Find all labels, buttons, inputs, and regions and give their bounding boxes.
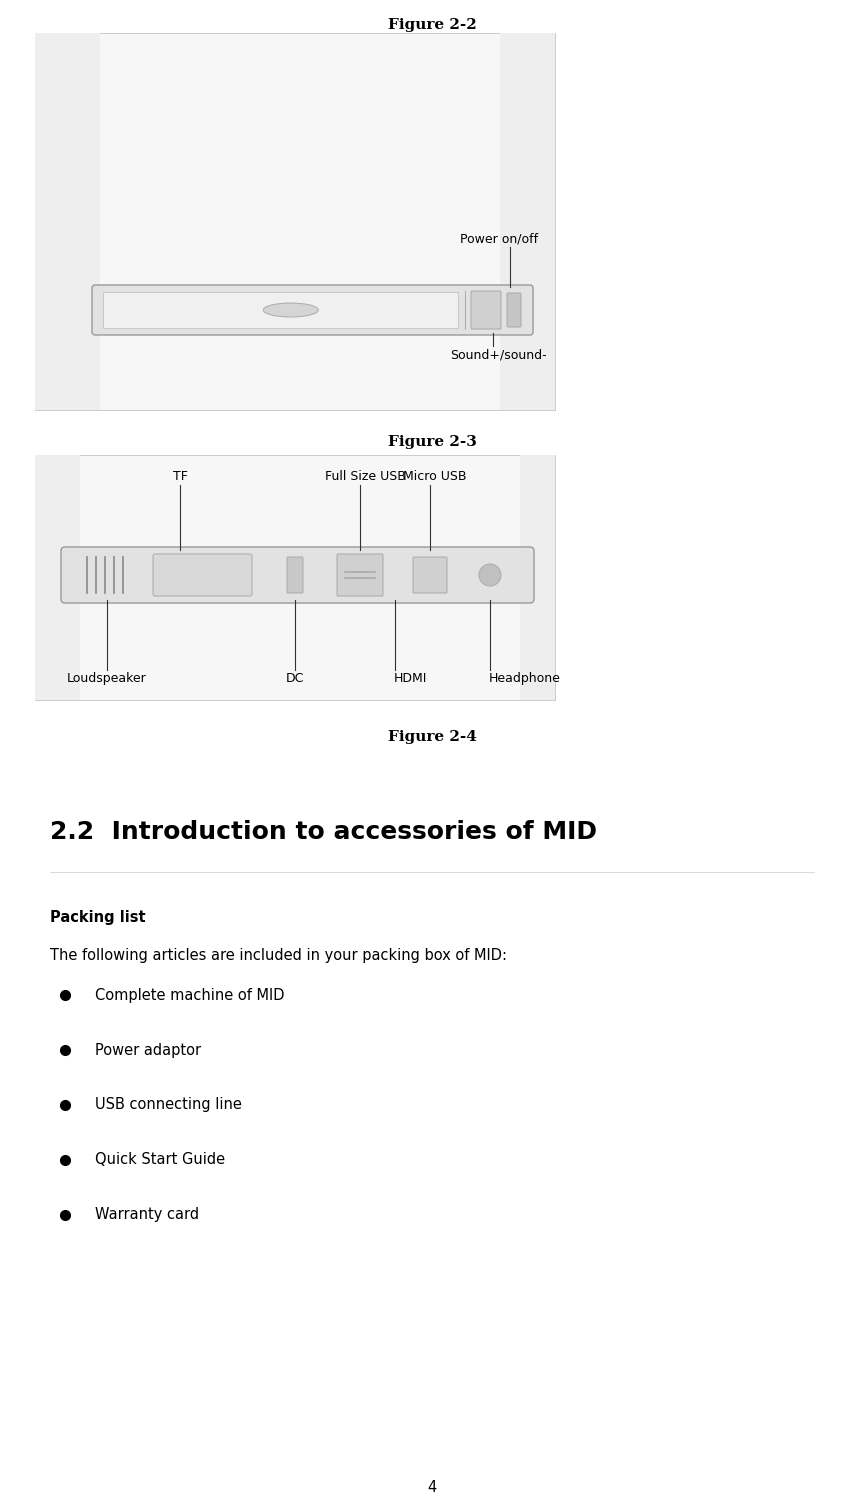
Circle shape — [479, 565, 501, 586]
FancyBboxPatch shape — [337, 554, 383, 596]
Text: Headphone: Headphone — [489, 672, 561, 685]
Ellipse shape — [264, 303, 318, 316]
Bar — [103, 292, 458, 328]
Text: TF: TF — [173, 470, 187, 483]
FancyBboxPatch shape — [287, 557, 303, 593]
FancyBboxPatch shape — [153, 554, 252, 596]
Text: Full Size USB: Full Size USB — [325, 470, 405, 483]
Text: Sound+/sound-: Sound+/sound- — [450, 348, 547, 361]
Text: The following articles are included in your packing box of MID:: The following articles are included in y… — [50, 947, 507, 962]
Bar — [500, 33, 555, 410]
FancyBboxPatch shape — [471, 291, 501, 328]
Text: 4: 4 — [428, 1480, 436, 1495]
FancyBboxPatch shape — [92, 285, 533, 334]
Text: Quick Start Guide: Quick Start Guide — [95, 1152, 226, 1167]
FancyBboxPatch shape — [61, 547, 534, 602]
Text: Loudspeaker: Loudspeaker — [67, 672, 147, 685]
Text: Figure 2-2: Figure 2-2 — [388, 18, 476, 32]
Bar — [35, 33, 100, 410]
Text: Packing list: Packing list — [50, 910, 146, 925]
Bar — [35, 455, 80, 700]
Bar — [35, 455, 555, 700]
Text: Power adaptor: Power adaptor — [95, 1042, 201, 1057]
Text: Figure 2-3: Figure 2-3 — [388, 435, 476, 449]
Text: Power on/off: Power on/off — [460, 232, 538, 245]
Text: Micro USB: Micro USB — [403, 470, 467, 483]
Text: HDMI: HDMI — [393, 672, 427, 685]
Text: Complete machine of MID: Complete machine of MID — [95, 988, 284, 1003]
Bar — [520, 455, 555, 700]
FancyBboxPatch shape — [507, 294, 521, 327]
Text: USB connecting line: USB connecting line — [95, 1098, 242, 1113]
Text: Figure 2-4: Figure 2-4 — [388, 730, 476, 744]
Text: DC: DC — [286, 672, 304, 685]
Text: Warranty card: Warranty card — [95, 1208, 199, 1223]
FancyBboxPatch shape — [413, 557, 447, 593]
Text: 2.2  Introduction to accessories of MID: 2.2 Introduction to accessories of MID — [50, 819, 597, 843]
Bar — [35, 33, 555, 410]
